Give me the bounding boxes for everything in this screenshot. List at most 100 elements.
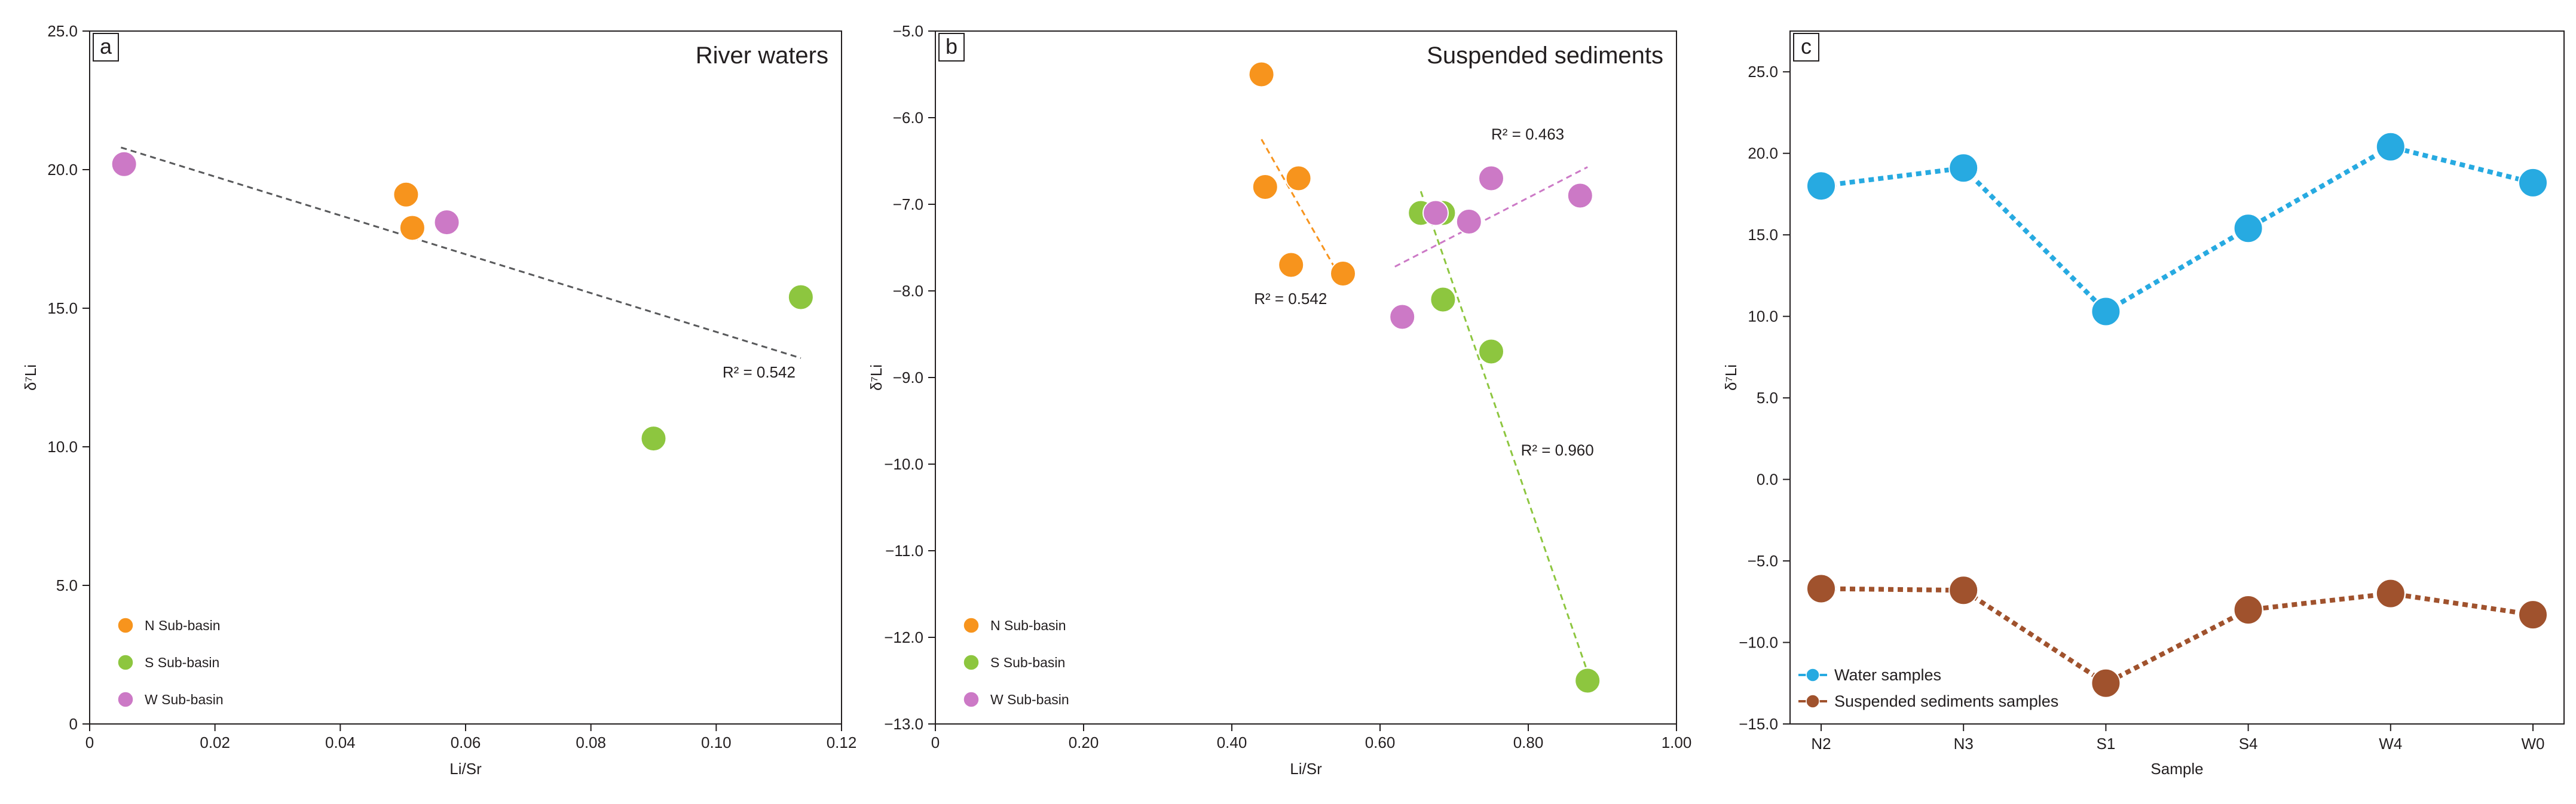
x-axis-title: Li/Sr bbox=[449, 760, 482, 778]
y-axis-title: δ⁷Li bbox=[1722, 364, 1740, 391]
x-tick-label: 0.12 bbox=[827, 734, 857, 751]
y-tick-label: −7.0 bbox=[893, 195, 923, 213]
legend-label: W Sub-basin bbox=[145, 692, 224, 707]
data-point bbox=[1430, 286, 1457, 313]
legend-marker bbox=[1806, 694, 1820, 708]
data-point bbox=[2233, 594, 2263, 625]
r-squared-label: R² = 0.960 bbox=[1521, 441, 1594, 459]
x-tick-label: S1 bbox=[2096, 735, 2115, 753]
data-point bbox=[2518, 167, 2548, 198]
y-tick-label: −8.0 bbox=[893, 282, 923, 300]
x-tick-label: 0.02 bbox=[200, 734, 230, 751]
x-tick-label: 0.08 bbox=[576, 734, 606, 751]
legend-marker bbox=[117, 617, 134, 634]
y-tick-label: −12.0 bbox=[884, 628, 923, 646]
data-point bbox=[2375, 131, 2406, 162]
data-point bbox=[1806, 171, 1836, 201]
r-squared-label: R² = 0.542 bbox=[1254, 290, 1327, 308]
y-tick-label: 5.0 bbox=[56, 576, 78, 594]
data-point bbox=[1948, 575, 1979, 606]
legend-label: Suspended sediments samples bbox=[1834, 692, 2058, 710]
x-tick-label: 0 bbox=[931, 734, 940, 751]
data-point bbox=[787, 284, 814, 311]
x-tick-label: 0.60 bbox=[1365, 734, 1396, 751]
data-point bbox=[1806, 573, 1836, 604]
y-tick-label: −10.0 bbox=[884, 455, 923, 473]
data-point bbox=[1252, 174, 1278, 200]
data-point bbox=[2091, 296, 2121, 327]
y-tick-label: 5.0 bbox=[1757, 389, 1778, 407]
data-point bbox=[1455, 208, 1482, 235]
panel-label: b bbox=[946, 34, 957, 59]
x-axis-title: Li/Sr bbox=[1290, 760, 1322, 778]
chart-title: Suspended sediments bbox=[1427, 42, 1663, 69]
series-line bbox=[1821, 144, 2534, 315]
data-point bbox=[111, 151, 137, 177]
x-tick-label: 1.00 bbox=[1662, 734, 1692, 751]
data-point bbox=[2091, 668, 2121, 698]
data-point bbox=[399, 214, 426, 241]
x-tick-label: 0.10 bbox=[701, 734, 732, 751]
legend-marker bbox=[117, 691, 134, 708]
x-tick-label: 0 bbox=[85, 734, 94, 751]
x-tick-label: 0.40 bbox=[1217, 734, 1247, 751]
panel-label-box bbox=[938, 33, 965, 62]
data-point bbox=[2375, 578, 2406, 609]
chart-title: River waters bbox=[696, 42, 828, 69]
data-point bbox=[1278, 251, 1305, 278]
panel-label: c bbox=[1801, 34, 1812, 59]
data-point bbox=[1574, 667, 1601, 694]
y-tick-label: 20.0 bbox=[1748, 145, 1778, 162]
y-tick-label: −11.0 bbox=[885, 542, 923, 560]
trendline bbox=[1419, 191, 1589, 673]
y-tick-label: 10.0 bbox=[1748, 308, 1778, 326]
y-tick-label: −10.0 bbox=[1739, 634, 1778, 652]
trendline bbox=[120, 146, 801, 359]
plot-frame bbox=[1789, 30, 2565, 725]
data-point bbox=[433, 209, 460, 236]
x-tick-label: S4 bbox=[2239, 735, 2258, 753]
data-point bbox=[1567, 182, 1593, 209]
panel-label-box bbox=[93, 33, 119, 62]
data-point bbox=[1422, 200, 1449, 226]
y-tick-label: 20.0 bbox=[47, 161, 78, 179]
y-tick-label: 0.0 bbox=[1757, 471, 1778, 489]
y-tick-label: −6.0 bbox=[893, 109, 923, 127]
y-tick-label: 10.0 bbox=[47, 438, 78, 456]
legend-marker bbox=[1806, 668, 1820, 682]
legend-label: S Sub-basin bbox=[145, 655, 219, 670]
data-point bbox=[1285, 165, 1312, 192]
legend-label: S Sub-basin bbox=[990, 655, 1065, 670]
data-point bbox=[393, 181, 420, 208]
y-axis-title: δ⁷Li bbox=[867, 364, 885, 391]
data-point bbox=[1478, 338, 1504, 365]
y-tick-label: 15.0 bbox=[1748, 226, 1778, 244]
legend-marker bbox=[117, 654, 134, 671]
series-line bbox=[1821, 586, 2534, 686]
data-point bbox=[1389, 303, 1416, 330]
data-point bbox=[1248, 61, 1275, 88]
r-squared-label: R² = 0.542 bbox=[723, 363, 796, 381]
panel-label: a bbox=[100, 34, 112, 59]
trendline bbox=[1261, 139, 1344, 283]
r-squared-label: R² = 0.463 bbox=[1491, 125, 1564, 143]
y-tick-label: −15.0 bbox=[1739, 715, 1778, 733]
y-tick-label: 25.0 bbox=[1748, 63, 1778, 81]
y-axis-title: δ⁷Li bbox=[22, 364, 39, 391]
legend-label: W Sub-basin bbox=[990, 692, 1069, 707]
y-tick-label: −5.0 bbox=[1748, 552, 1778, 570]
trendline bbox=[1394, 166, 1588, 268]
x-tick-label: N3 bbox=[1954, 735, 1974, 753]
data-point bbox=[1330, 260, 1356, 287]
x-tick-label: 0.06 bbox=[451, 734, 481, 751]
y-tick-label: −13.0 bbox=[884, 715, 923, 733]
data-point bbox=[1948, 153, 1979, 183]
y-tick-label: −9.0 bbox=[893, 369, 923, 386]
panel-b-suspended-sediments: b Suspended sediments Li/Sr δ⁷Li 0 0.20 0.40 0.… bbox=[867, 22, 1691, 778]
data-point bbox=[2233, 213, 2263, 244]
legend-marker bbox=[963, 617, 980, 634]
data-point bbox=[640, 425, 667, 452]
y-tick-label: 0 bbox=[69, 715, 78, 733]
data-point bbox=[2518, 600, 2548, 630]
legend-label: N Sub-basin bbox=[990, 618, 1066, 633]
